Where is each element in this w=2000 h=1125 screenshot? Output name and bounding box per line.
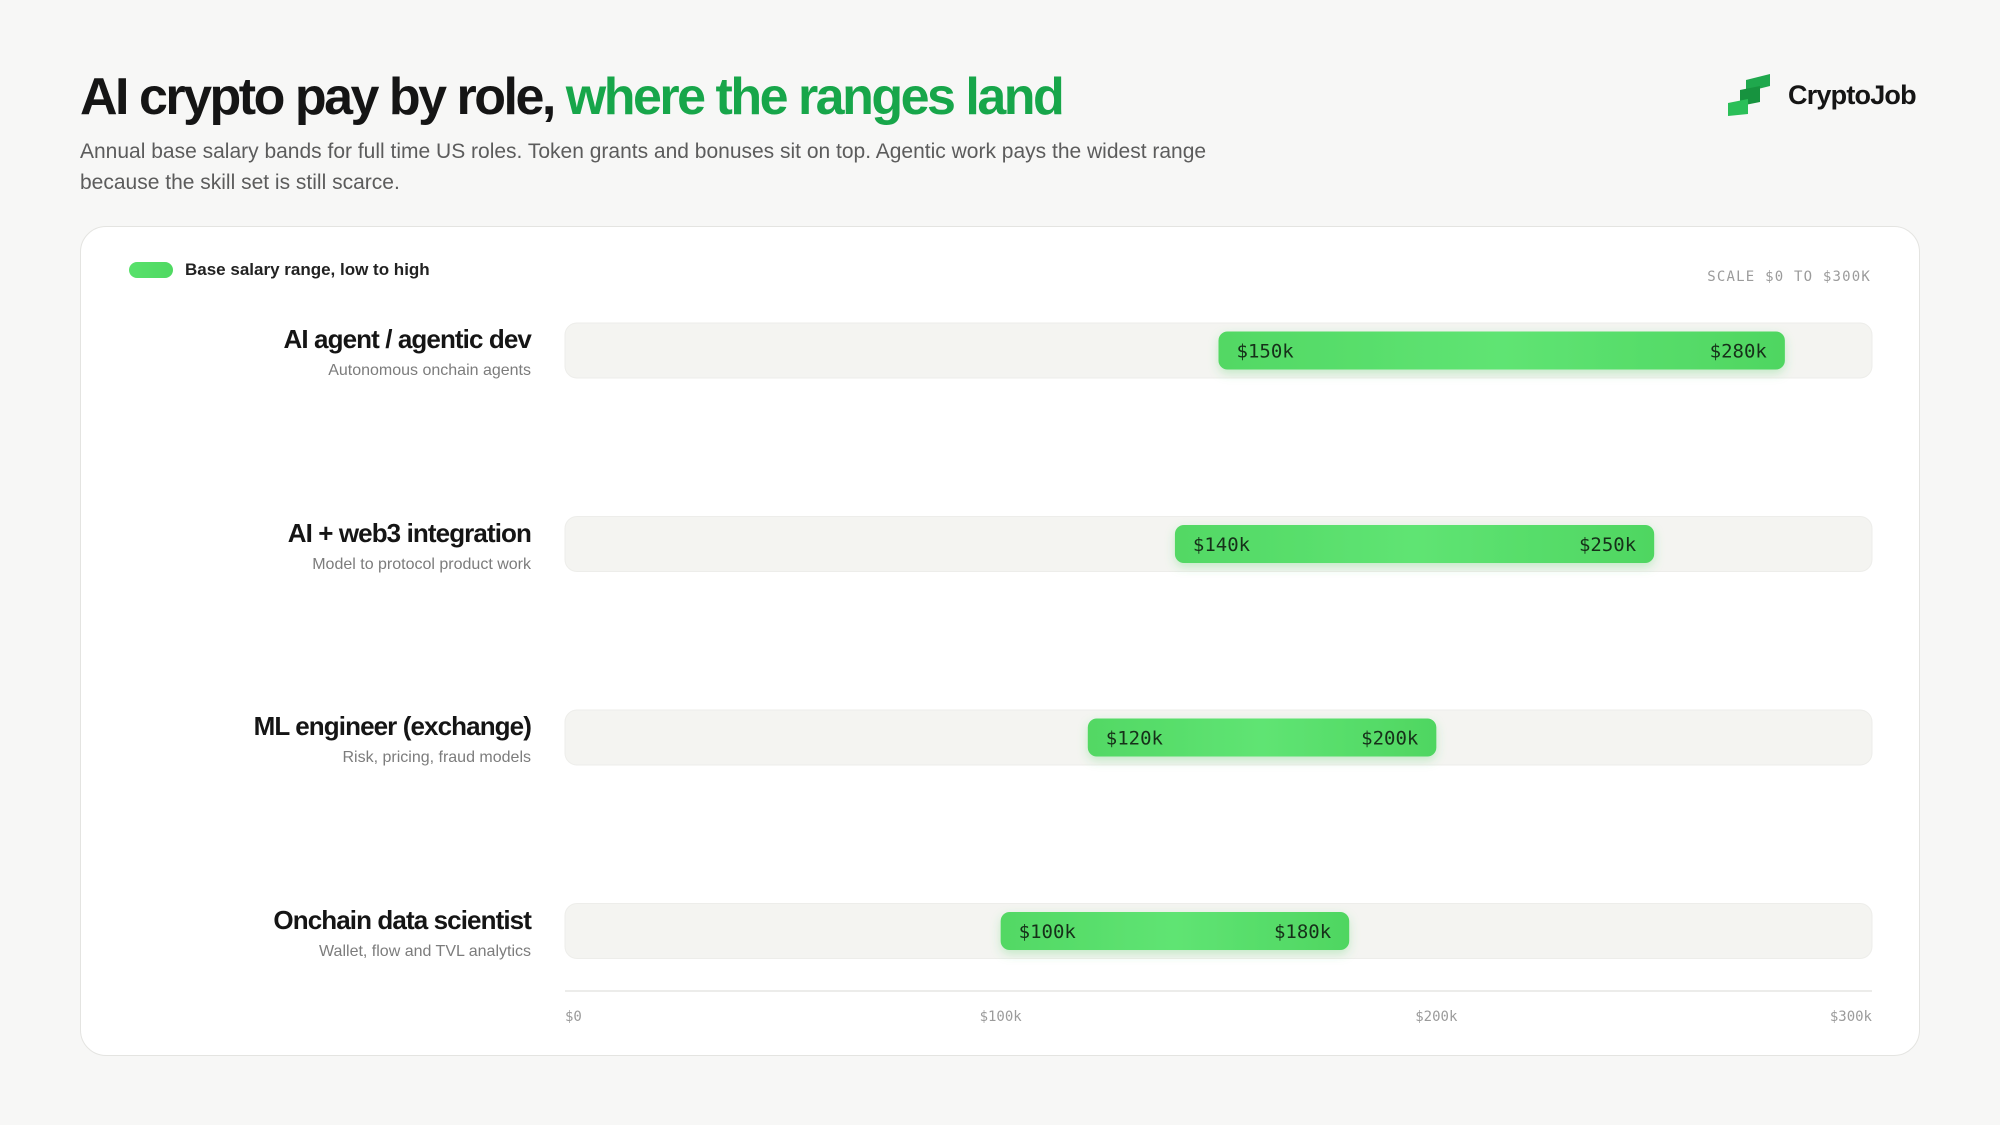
role-description: Risk, pricing, fraud models	[342, 749, 531, 766]
x-tick-label: $200k	[1415, 1009, 1458, 1025]
role-description: Model to protocol product work	[312, 555, 531, 573]
x-tick-label: $300k	[1830, 1009, 1873, 1025]
chart-card: Base salary range, low to high SCALE $0 …	[80, 226, 1920, 1056]
title-main: AI crypto pay by role,	[80, 68, 556, 126]
role-title: ML engineer (exchange)	[253, 711, 532, 741]
range-bar	[1174, 525, 1655, 563]
x-tick-label: $100k	[980, 1009, 1023, 1025]
brand-name: CryptoJob	[1788, 79, 1917, 110]
range-low-label: $150k	[1237, 341, 1295, 363]
salary-range-chart: $150k $280k $140k $250k $120k $200k $100k $180k…	[564, 322, 1873, 1025]
role-description: Autonomous onchain agents	[328, 362, 531, 379]
role-label: AI agent / agentic dev Autonomous onchain…	[284, 323, 532, 382]
range-high-label: $280k	[1710, 341, 1768, 363]
range-high-label: $250k	[1579, 534, 1637, 556]
range-low-label: $140k	[1193, 534, 1251, 556]
range-high-label: $200k	[1361, 728, 1419, 750]
role-label: AI + web3 integration Model to protocol p…	[287, 517, 532, 576]
brand-logo: CryptoJob	[1726, 74, 1917, 116]
chart-legend: Base salary range, low to high	[129, 260, 430, 280]
title-accent: where the ranges land	[565, 68, 1065, 126]
scale-note: SCALE $0 TO $300K	[1707, 269, 1871, 285]
role-label: ML engineer (exchange) Risk, pricing, fra…	[253, 710, 532, 769]
range-low-label: $120k	[1106, 728, 1164, 750]
page-title: AI crypto pay by role, where the ranges …	[80, 62, 1065, 132]
range-low-label: $100k	[1019, 921, 1077, 943]
role-description: Wallet, flow and TVL analytics	[319, 942, 531, 960]
role-title: AI + web3 integration	[287, 517, 532, 548]
legend-swatch	[129, 262, 173, 278]
role-title: Onchain data scientist	[273, 904, 532, 935]
legend-label: Base salary range, low to high	[185, 260, 430, 279]
range-bar	[1000, 912, 1350, 950]
range-high-label: $180k	[1274, 921, 1332, 943]
x-tick-label: $0	[565, 1009, 582, 1025]
cryptojob-logo-icon	[1728, 74, 1770, 116]
range-bar	[1218, 331, 1785, 370]
role-title: AI agent / agentic dev	[283, 324, 532, 354]
role-label: Onchain data scientist Wallet, flow and T…	[273, 904, 532, 963]
range-bar	[1087, 718, 1437, 757]
page-subtitle: Annual base salary bands for full time U…	[80, 140, 1207, 194]
